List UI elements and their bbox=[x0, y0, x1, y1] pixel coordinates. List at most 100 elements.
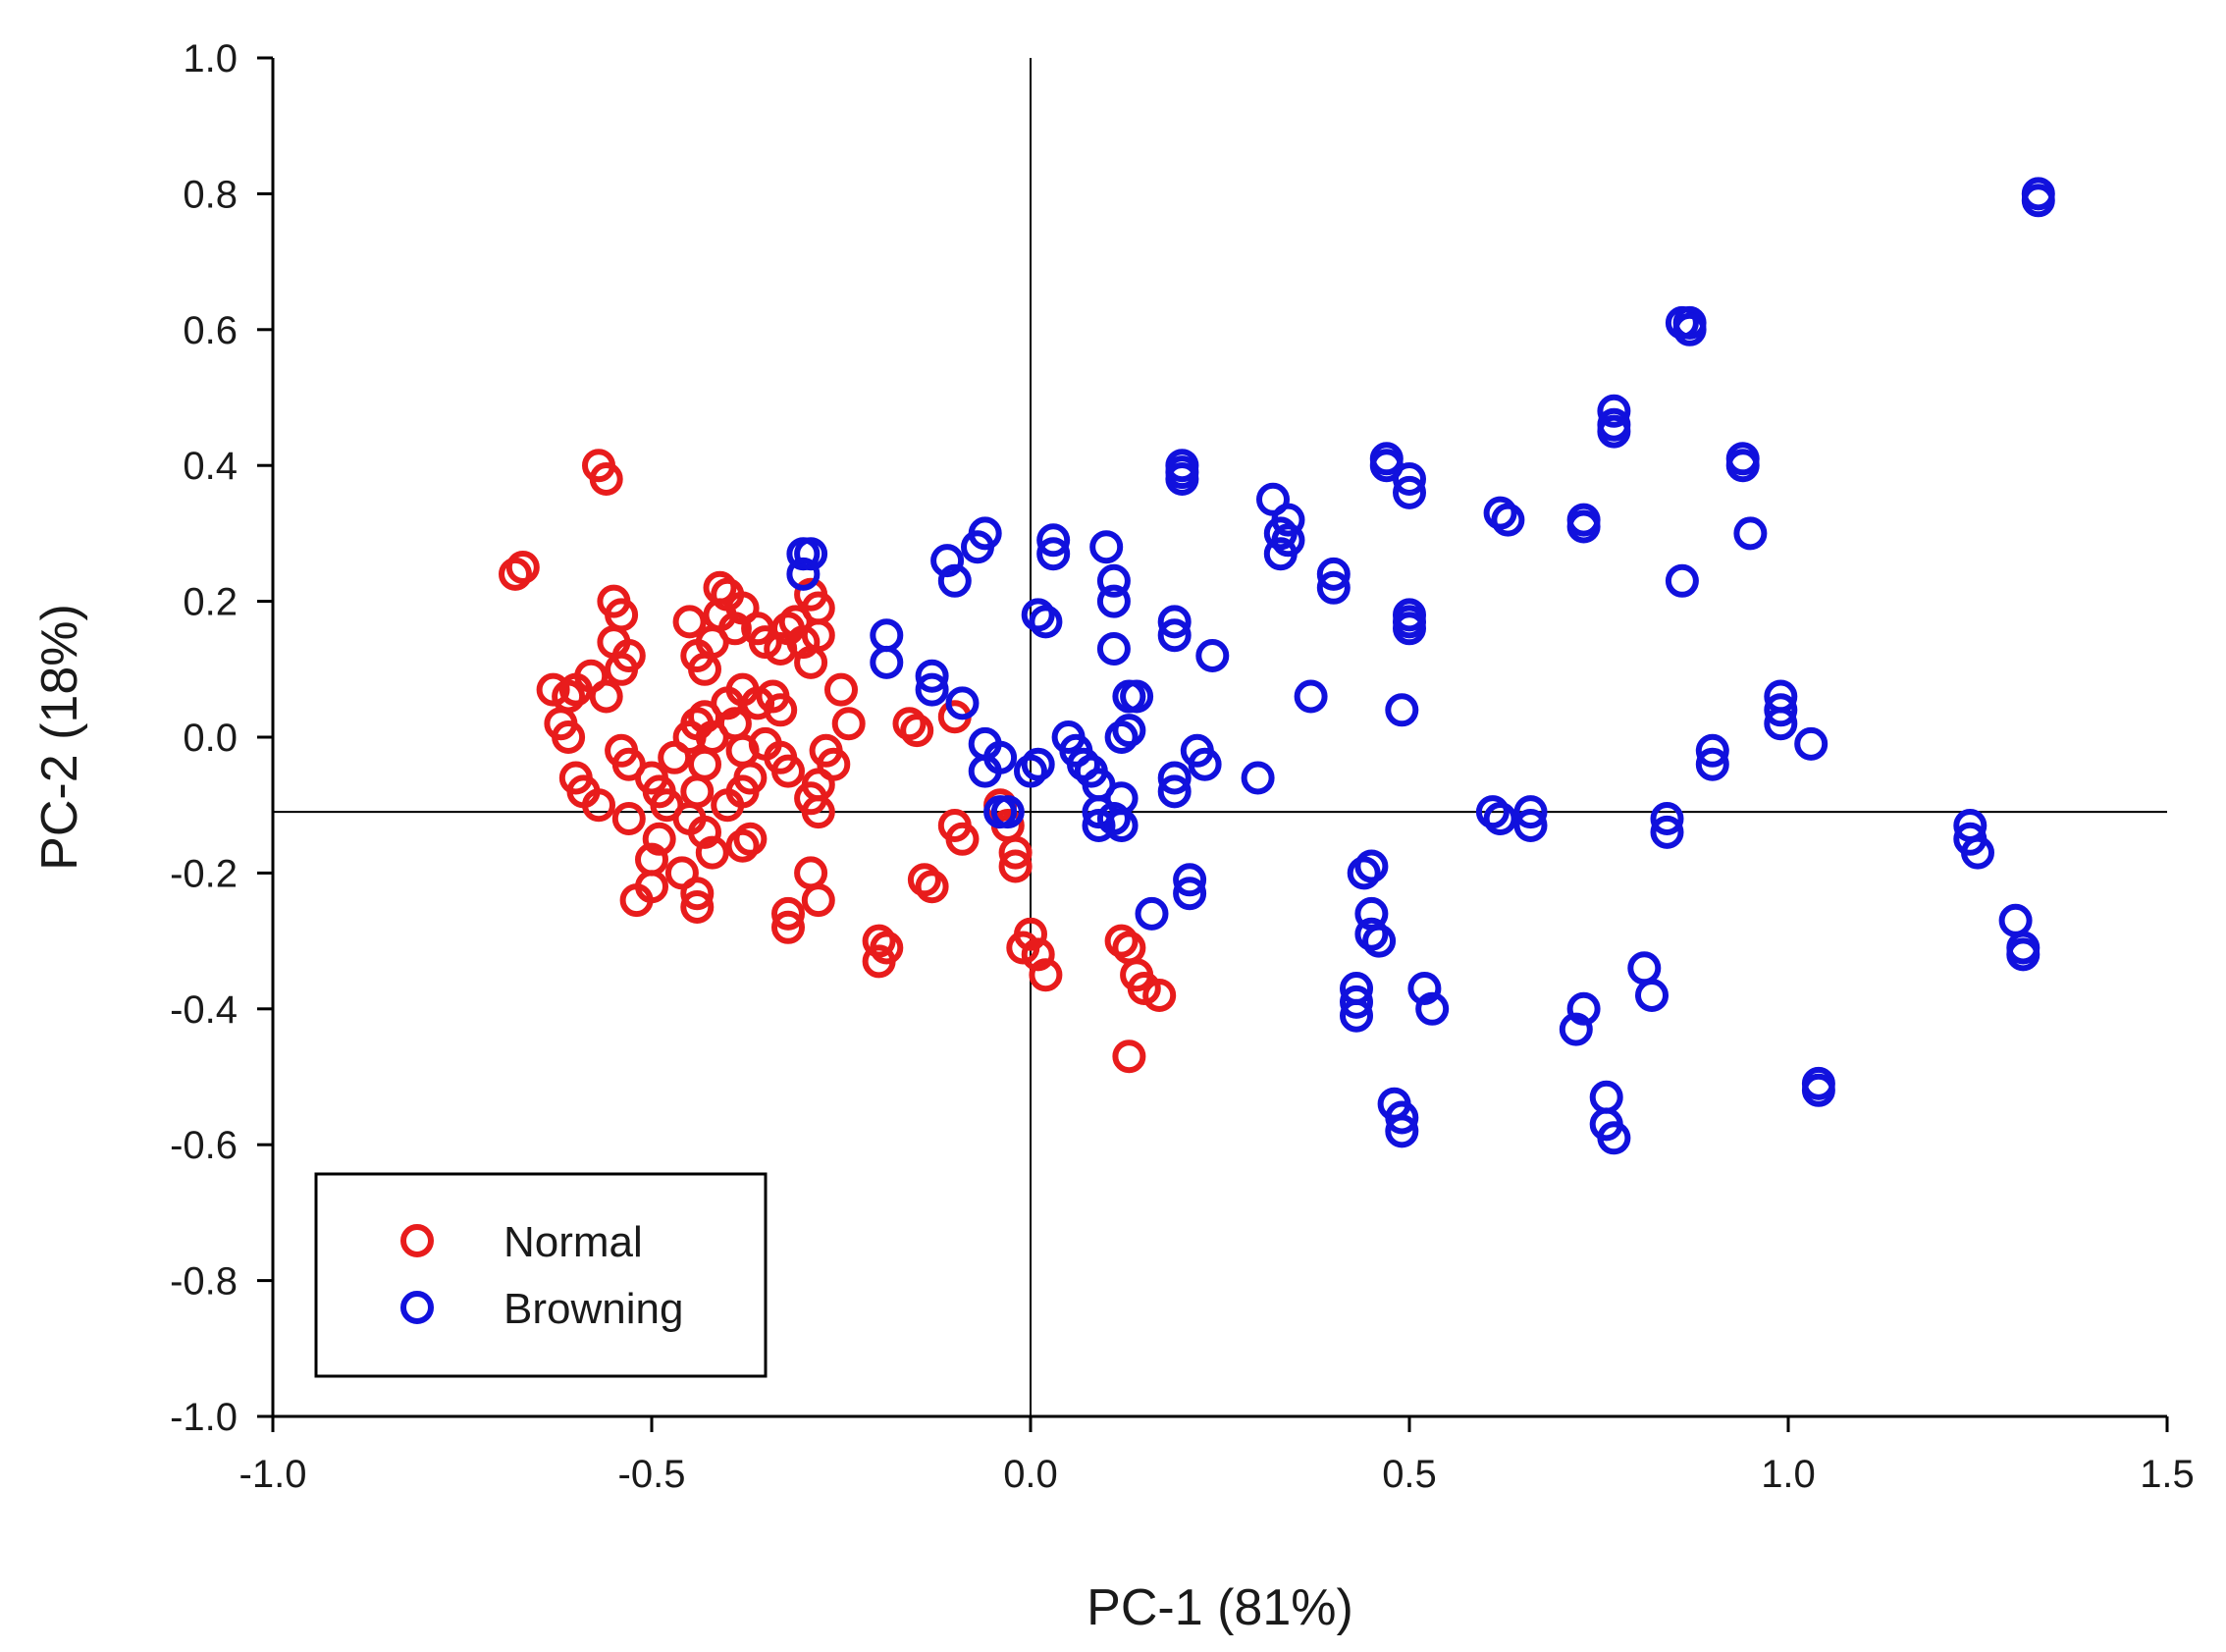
y-tick-label: 0.6 bbox=[183, 309, 238, 352]
point-browning bbox=[945, 686, 980, 720]
point-normal bbox=[717, 707, 752, 741]
x-tick-label: 1.5 bbox=[2140, 1453, 2195, 1496]
point-browning bbox=[1764, 707, 1798, 741]
point-normal bbox=[672, 605, 707, 639]
legend-label-browning: Browning bbox=[504, 1285, 683, 1333]
y-tick-label: -0.6 bbox=[170, 1124, 238, 1167]
point-browning bbox=[1566, 991, 1601, 1026]
x-tick-label: 0.0 bbox=[1003, 1453, 1058, 1496]
point-browning bbox=[983, 740, 1018, 774]
point-browning bbox=[1559, 1012, 1593, 1046]
point-browning bbox=[1157, 618, 1192, 653]
x-tick-label: -1.0 bbox=[239, 1453, 307, 1496]
point-browning bbox=[1173, 877, 1207, 911]
point-normal bbox=[695, 835, 729, 870]
point-browning bbox=[1695, 747, 1729, 781]
point-browning bbox=[1316, 570, 1351, 605]
point-browning bbox=[1029, 605, 1063, 639]
point-browning bbox=[1089, 530, 1124, 564]
point-browning bbox=[1597, 1121, 1631, 1155]
point-browning bbox=[983, 795, 1018, 829]
point-browning bbox=[1188, 747, 1222, 781]
point-normal bbox=[900, 714, 934, 748]
point-normal bbox=[688, 747, 721, 781]
point-browning bbox=[915, 672, 949, 707]
point-normal bbox=[892, 707, 927, 741]
point-browning bbox=[1195, 639, 1230, 672]
point-browning bbox=[1354, 849, 1389, 883]
ticks: -1.0 -0.5 0.0 0.5 1.0 1.5 1.0 0.8 0.6 0.4 0.2 0.0 -0… bbox=[170, 37, 2195, 1496]
point-browning bbox=[1566, 503, 1601, 537]
point-normal bbox=[589, 679, 623, 714]
point-browning bbox=[1665, 563, 1699, 598]
point-browning bbox=[1407, 972, 1442, 1005]
point-normal bbox=[642, 822, 676, 856]
point-browning bbox=[1036, 523, 1071, 558]
point-browning bbox=[1491, 503, 1525, 537]
point-browning bbox=[1241, 761, 1275, 795]
point-browning bbox=[1021, 747, 1055, 781]
point-normal bbox=[771, 754, 805, 788]
point-browning bbox=[786, 557, 821, 591]
point-browning bbox=[937, 563, 972, 598]
legend-label-normal: Normal bbox=[504, 1218, 643, 1266]
point-browning bbox=[1340, 985, 1373, 1019]
point-normal bbox=[635, 870, 668, 904]
point-browning bbox=[930, 544, 965, 578]
point-browning bbox=[1157, 605, 1192, 639]
point-normal bbox=[862, 924, 896, 958]
point-browning bbox=[1393, 612, 1426, 646]
point-browning bbox=[1650, 802, 1684, 835]
point-browning bbox=[1096, 802, 1131, 835]
point-normal bbox=[907, 863, 941, 897]
point-browning bbox=[1096, 563, 1131, 598]
point-normal bbox=[801, 795, 835, 829]
point-browning bbox=[1165, 462, 1199, 496]
point-browning bbox=[1589, 1080, 1623, 1114]
point-browning bbox=[1393, 462, 1426, 496]
point-normal bbox=[794, 577, 828, 612]
point-browning bbox=[1483, 496, 1517, 530]
point-browning bbox=[1354, 917, 1389, 951]
point-browning bbox=[1263, 537, 1298, 571]
point-normal bbox=[915, 870, 949, 904]
point-browning bbox=[1998, 903, 2033, 937]
x-tick-label: -0.5 bbox=[618, 1453, 686, 1496]
point-normal bbox=[1112, 1039, 1146, 1074]
point-browning bbox=[1513, 809, 1548, 842]
point-normal bbox=[499, 557, 532, 591]
point-browning bbox=[915, 659, 949, 693]
point-browning bbox=[1597, 394, 1631, 428]
point-browning bbox=[1672, 312, 1707, 346]
point-browning bbox=[1173, 863, 1207, 897]
point-browning bbox=[2006, 937, 2040, 972]
point-browning bbox=[1415, 991, 1450, 1026]
point-normal bbox=[998, 849, 1033, 883]
legend-box bbox=[314, 1172, 768, 1378]
point-browning bbox=[1294, 679, 1328, 714]
point-browning bbox=[1513, 795, 1548, 829]
point-normal bbox=[680, 774, 715, 809]
x-tick-label: 1.0 bbox=[1761, 1453, 1816, 1496]
point-normal bbox=[680, 877, 715, 911]
point-normal bbox=[1104, 924, 1139, 958]
point-browning bbox=[1036, 537, 1071, 571]
point-normal bbox=[945, 822, 980, 856]
point-browning bbox=[968, 516, 1002, 551]
y-tick-label: 0.2 bbox=[183, 581, 238, 624]
point-browning bbox=[1157, 774, 1192, 809]
point-normal bbox=[582, 788, 615, 823]
point-browning bbox=[1362, 924, 1397, 958]
y-tick-label: -0.2 bbox=[170, 852, 238, 895]
data-points bbox=[499, 177, 2055, 1155]
legend-marker-normal bbox=[400, 1224, 434, 1257]
y-tick-label: 0.4 bbox=[183, 445, 238, 488]
point-normal bbox=[605, 652, 639, 686]
y-tick-label: -0.4 bbox=[170, 988, 238, 1032]
legend-marker-browning bbox=[400, 1291, 434, 1324]
point-browning bbox=[1764, 693, 1798, 727]
point-browning bbox=[870, 645, 904, 679]
x-axis-label: PC-1 (81%) bbox=[1086, 1579, 1353, 1636]
point-browning bbox=[1120, 679, 1154, 714]
